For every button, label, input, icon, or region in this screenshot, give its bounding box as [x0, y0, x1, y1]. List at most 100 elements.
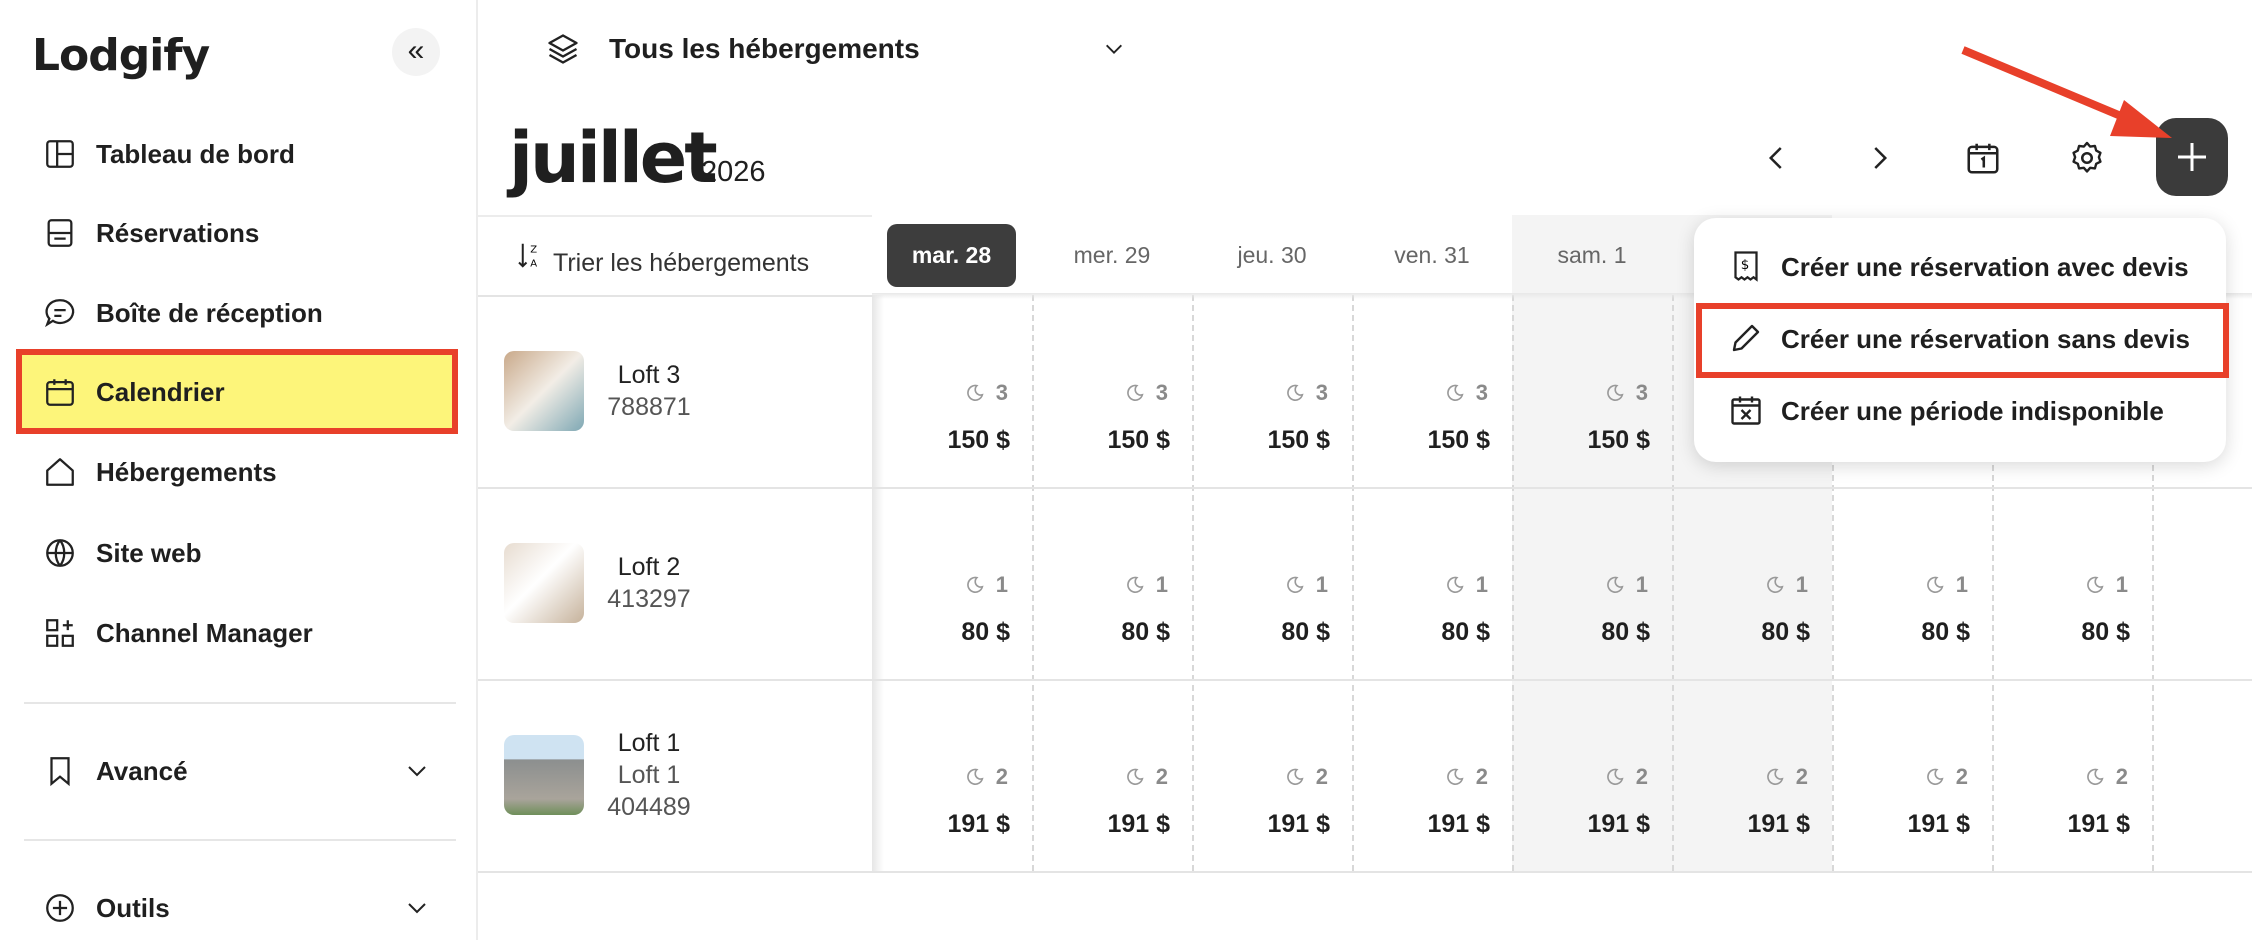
row-line	[478, 871, 2252, 873]
nights: 1	[1955, 572, 1968, 597]
nav-item[interactable]: Channel Manager	[96, 618, 313, 648]
menu-icon	[1728, 392, 1764, 428]
nights-icon	[1284, 382, 1306, 404]
price: 191 $	[1107, 810, 1170, 838]
nights-icon	[1124, 574, 1146, 596]
price: 80 $	[1121, 618, 1170, 646]
section-toggle[interactable]: Outils	[96, 893, 170, 923]
section-toggle[interactable]: Avancé	[96, 756, 188, 786]
add-button[interactable]	[2156, 118, 2228, 196]
prev-button[interactable]	[1762, 143, 1792, 173]
nav-item[interactable]: Réservations	[96, 218, 260, 248]
row-line-top	[478, 295, 872, 297]
property-thumbnail[interactable]	[504, 735, 584, 815]
nav-item[interactable]: Tableau de bord	[96, 139, 295, 169]
price: 80 $	[1921, 618, 1970, 646]
year: 2026	[701, 156, 766, 188]
nights: 3	[1155, 380, 1168, 405]
price: 191 $	[1587, 810, 1650, 838]
nights-icon	[1764, 574, 1786, 596]
menu-item[interactable]: Créer une réservation avec devis	[1781, 252, 2189, 282]
nights: 2	[995, 764, 1008, 789]
price: 80 $	[1441, 618, 1490, 646]
nights-icon-svg	[1287, 384, 1304, 401]
nights-icon-svg	[1447, 576, 1464, 593]
nights: 2	[1955, 764, 1968, 789]
nights: 2	[1475, 764, 1488, 789]
price: 80 $	[1601, 618, 1650, 646]
property-thumbnail[interactable]	[504, 351, 584, 431]
nav-item[interactable]: Boîte de réception	[96, 298, 323, 328]
nights-icon	[1124, 766, 1146, 788]
logo[interactable]: Lodgify	[32, 30, 210, 81]
menu-icon-svg	[1731, 396, 1761, 425]
price: 80 $	[2081, 618, 2130, 646]
nights-icon-svg	[2087, 768, 2104, 785]
property-id: 413297	[607, 585, 691, 613]
nights-icon	[1284, 766, 1306, 788]
nav-icon-svg	[46, 379, 74, 406]
section-icon	[43, 891, 77, 925]
nights-icon	[1604, 574, 1626, 596]
property-thumbnail[interactable]	[504, 543, 584, 623]
nights-icon	[1924, 766, 1946, 788]
nights-icon-svg	[967, 768, 984, 785]
section-icon-svg	[50, 757, 70, 787]
property-name[interactable]: Loft 1	[617, 729, 681, 757]
property-id: 404489	[607, 793, 691, 821]
menu-icon-svg	[1732, 324, 1760, 352]
column-line	[1832, 295, 1834, 871]
collapse-button[interactable]: «	[392, 28, 440, 76]
property-name[interactable]: Loft 2	[617, 553, 681, 581]
nights: 1	[1795, 572, 1808, 597]
nav-item[interactable]: Calendrier	[96, 377, 225, 407]
section-icon	[43, 754, 77, 788]
nights-icon-svg	[1127, 576, 1144, 593]
nav-item[interactable]: Site web	[96, 538, 202, 568]
sort-button[interactable]: Trier les hébergements	[553, 249, 810, 277]
nights-icon	[964, 382, 986, 404]
next-button[interactable]	[1864, 143, 1894, 173]
date-header[interactable]: mar. 28	[887, 224, 1016, 287]
today-button[interactable]	[1964, 139, 2002, 177]
settings-button[interactable]	[2068, 139, 2106, 177]
menu-item[interactable]: Créer une réservation sans devis	[1781, 324, 2190, 354]
nights-icon-svg	[1767, 768, 1784, 785]
price: 150 $	[1427, 426, 1490, 454]
svg-text:Z: Z	[530, 245, 537, 256]
nav-icon-svg	[46, 539, 74, 567]
nights-icon	[1604, 766, 1626, 788]
column-line	[2152, 295, 2154, 871]
nights: 1	[1635, 572, 1648, 597]
nav-item[interactable]: Hébergements	[96, 457, 277, 487]
nights-icon-svg	[2087, 576, 2104, 593]
divider	[24, 839, 456, 841]
nights: 3	[995, 380, 1008, 405]
date-header[interactable]: sam. 1	[1557, 242, 1627, 268]
nights-icon-svg	[1127, 384, 1144, 401]
date-header[interactable]: jeu. 30	[1237, 242, 1307, 268]
date-header[interactable]: ven. 31	[1394, 242, 1470, 268]
nav-icon-svg	[47, 219, 73, 247]
price: 150 $	[947, 426, 1010, 454]
menu-item[interactable]: Créer une période indisponible	[1781, 396, 2164, 426]
svg-text:A: A	[530, 258, 537, 269]
nights: 3	[1315, 380, 1328, 405]
nights-icon	[2084, 766, 2106, 788]
property-filter[interactable]: Tous les hébergements	[609, 33, 920, 64]
property-name[interactable]: Loft 3	[617, 361, 681, 389]
date-header[interactable]: mer. 29	[1073, 242, 1151, 268]
layers-icon	[548, 34, 578, 64]
chevron-down[interactable]	[1100, 38, 1128, 60]
row-line-top	[478, 679, 872, 681]
nights-icon-svg	[1447, 768, 1464, 785]
nights-icon-svg	[1927, 576, 1944, 593]
column-line	[1192, 295, 1194, 871]
nav-icon	[43, 137, 77, 171]
nights-icon	[964, 574, 986, 596]
nav-icon-svg	[46, 458, 74, 486]
chevron-down-svg	[408, 766, 426, 777]
menu-icon	[1728, 320, 1764, 356]
nav-icon-svg	[46, 619, 74, 647]
